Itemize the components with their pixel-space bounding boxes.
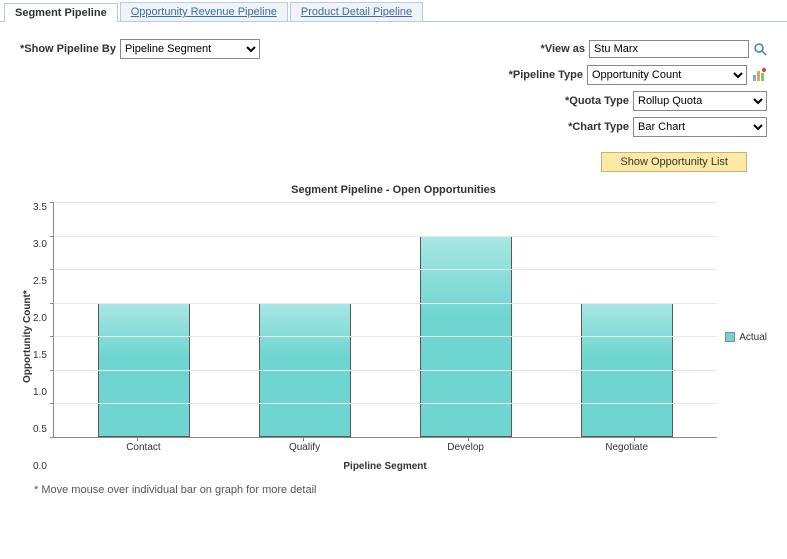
y-tick: 3.5 bbox=[33, 202, 47, 213]
show-pipeline-by-label: *Show Pipeline By bbox=[20, 43, 116, 55]
y-tick: 2.5 bbox=[33, 276, 47, 287]
button-row: Show Opportunity List bbox=[0, 142, 787, 178]
chart-type-label: *Chart Type bbox=[568, 121, 629, 133]
left-controls: *Show Pipeline By Pipeline Segment bbox=[20, 38, 260, 60]
x-label: Contact bbox=[63, 438, 224, 453]
search-icon[interactable] bbox=[753, 42, 767, 56]
y-axis-label: Opportunity Count* bbox=[20, 202, 33, 472]
y-tick: 3.0 bbox=[33, 239, 47, 250]
tab-segment-pipeline[interactable]: Segment Pipeline bbox=[4, 3, 118, 22]
x-label: Qualify bbox=[224, 438, 385, 453]
view-as-input[interactable] bbox=[589, 40, 749, 58]
view-as-label: *View as bbox=[541, 43, 585, 55]
bar-slot bbox=[386, 202, 547, 437]
chart-icon[interactable] bbox=[751, 67, 767, 83]
pipeline-type-label: *Pipeline Type bbox=[509, 69, 583, 81]
tab-product-detail-pipeline[interactable]: Product Detail Pipeline bbox=[290, 2, 423, 21]
tab-bar: Segment Pipeline Opportunity Revenue Pip… bbox=[0, 0, 787, 22]
quota-type-select[interactable]: Rollup Quota bbox=[633, 91, 767, 111]
y-tick: 1.0 bbox=[33, 387, 47, 398]
tab-opportunity-revenue-pipeline[interactable]: Opportunity Revenue Pipeline bbox=[120, 2, 288, 21]
right-controls: *View as *Pipeline Type Opportunity Coun… bbox=[509, 38, 767, 138]
chart-plot bbox=[53, 202, 717, 438]
controls-panel: *Show Pipeline By Pipeline Segment *View… bbox=[0, 22, 787, 142]
chart-area: Opportunity Count* 3.5 3.0 2.5 2.0 1.5 1.0 0.5… bbox=[20, 202, 767, 472]
x-label: Negotiate bbox=[546, 438, 707, 453]
show-opportunity-list-button[interactable]: Show Opportunity List bbox=[601, 152, 747, 172]
bar-slot bbox=[64, 202, 225, 437]
chart-type-select[interactable]: Bar Chart bbox=[633, 117, 767, 137]
bar-slot bbox=[225, 202, 386, 437]
y-tick: 0.5 bbox=[33, 424, 47, 435]
x-label: Develop bbox=[385, 438, 546, 453]
y-tick: 2.0 bbox=[33, 313, 47, 324]
pipeline-type-select[interactable]: Opportunity Count bbox=[587, 65, 747, 85]
x-axis-labels: ContactQualifyDevelopNegotiate bbox=[53, 438, 717, 453]
y-tick: 1.5 bbox=[33, 350, 47, 361]
legend-label: Actual bbox=[739, 332, 767, 343]
chart-title: Segment Pipeline - Open Opportunities bbox=[20, 184, 767, 196]
chart-section: Segment Pipeline - Open Opportunities Op… bbox=[0, 178, 787, 474]
chart-footnote: * Move mouse over individual bar on grap… bbox=[0, 474, 787, 504]
chart-legend: Actual bbox=[717, 332, 767, 343]
show-pipeline-by-select[interactable]: Pipeline Segment bbox=[120, 39, 260, 59]
legend-swatch bbox=[725, 332, 735, 342]
x-axis-title: Pipeline Segment bbox=[53, 453, 717, 472]
bars-container bbox=[54, 202, 717, 437]
bar-slot bbox=[546, 202, 707, 437]
quota-type-label: *Quota Type bbox=[565, 95, 629, 107]
y-tick: 0.0 bbox=[33, 461, 47, 472]
